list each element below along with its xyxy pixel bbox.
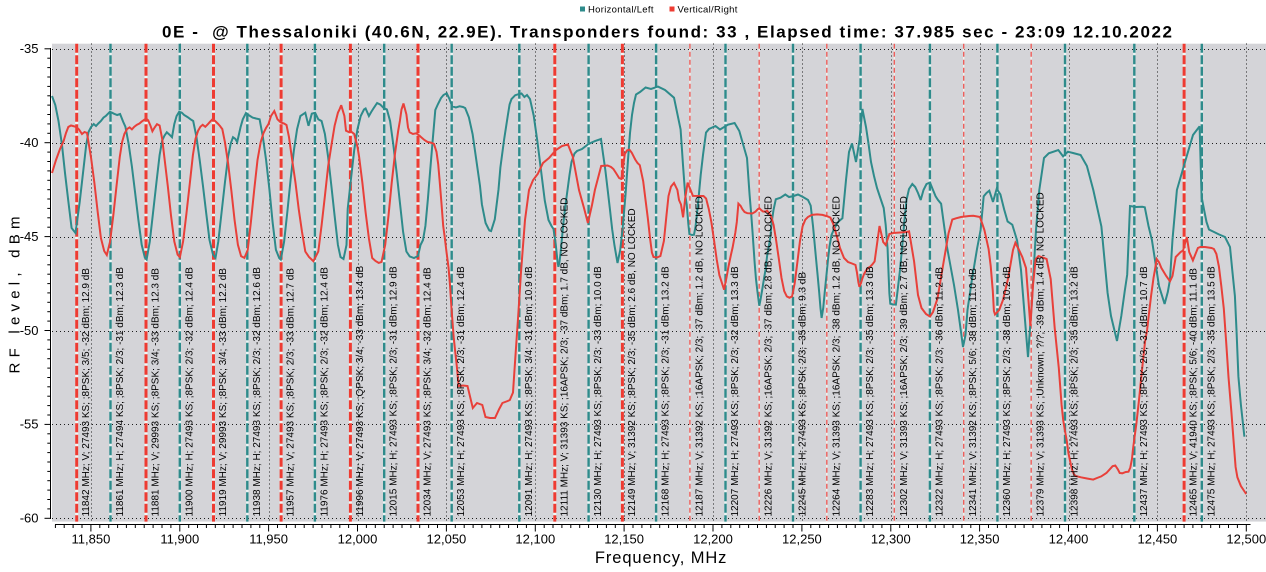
svg-text:11,850: 11,850 [72,532,111,547]
svg-text:Vertical/Right: Vertical/Right [678,4,738,15]
svg-text:12341 MHz; V; 31392 KS; ;8PSK;: 12341 MHz; V; 31392 KS; ;8PSK; 5/6; -38 … [968,268,979,517]
svg-text:12360 MHz; H; 27493 KS; ;8PSK;: 12360 MHz; H; 27493 KS; ;8PSK; 2/3; -38 … [1002,266,1013,516]
svg-text:-55: -55 [20,417,39,432]
svg-text:-50: -50 [20,323,39,338]
svg-text:11957 MHz; V; 27493 KS; ;8PSK;: 11957 MHz; V; 27493 KS; ;8PSK; 2/3; -33 … [286,268,297,517]
svg-text:12,500: 12,500 [1226,532,1266,547]
svg-text:12,350: 12,350 [960,532,1000,547]
svg-text:11842 MHz; V; 27493 KS; ;8PSK;: 11842 MHz; V; 27493 KS; ;8PSK; 3/5; -32 … [81,268,92,517]
svg-text:12322 MHz; H; 27493 KS; ;8PSK;: 12322 MHz; H; 27493 KS; ;8PSK; 2/3; -36 … [934,267,945,517]
svg-text:12149 MHz; V; 31392 KS; ;8PSK;: 12149 MHz; V; 31392 KS; ;8PSK; 2/3; -35 … [627,208,638,516]
svg-text:12,100: 12,100 [515,532,555,547]
svg-text:12,450: 12,450 [1138,532,1178,547]
svg-text:11919 MHz; V; 29993 KS; ;8PSK;: 11919 MHz; V; 29993 KS; ;8PSK; 3/4; -33 … [218,268,229,517]
svg-text:11900 MHz; H; 27493 KS; ;8PSK;: 11900 MHz; H; 27493 KS; ;8PSK; 2/3; -32 … [184,267,195,517]
svg-text:12015 MHz; H; 27493 KS; ;8PSK;: 12015 MHz; H; 27493 KS; ;8PSK; 2/3; -31 … [389,266,400,516]
svg-text:11976 MHz; H; 27493 KS; ;8PSK;: 11976 MHz; H; 27493 KS; ;8PSK; 2/3; -32 … [319,267,330,517]
svg-text:12226 MHz; V; 31392 KS; ;16APS: 12226 MHz; V; 31392 KS; ;16APSK; 2/3; -3… [764,196,775,516]
svg-text:12283 MHz; H; 27493 KS; ;8PSK;: 12283 MHz; H; 27493 KS; ;8PSK; 2/3; -35 … [865,266,876,516]
svg-text:12,400: 12,400 [1049,532,1089,547]
svg-text:12053 MHz; H; 27493 KS; ;8PSK;: 12053 MHz; H; 27493 KS; ;8PSK; 2/3; -31 … [456,266,467,516]
svg-text:11881 MHz; V; 29993 KS; ;8PSK;: 11881 MHz; V; 29993 KS; ;8PSK; 3/4; -33 … [151,268,162,517]
svg-text:-45: -45 [20,229,39,244]
svg-text:12302 MHz; V; 31393 KS; ;16APS: 12302 MHz; V; 31393 KS; ;16APSK; 2/3; -3… [899,196,910,516]
svg-text:12437 MHz; H; 27493 KS; ;8PSK;: 12437 MHz; H; 27493 KS; ;8PSK; 2/3; -37 … [1139,266,1150,516]
svg-text:12034 MHz; V; 27493 KS; ;8PSK;: 12034 MHz; V; 27493 KS; ;8PSK; 3/4; -32 … [423,267,434,517]
svg-text:12,150: 12,150 [604,532,644,547]
svg-text:12207 MHz; H; 27493 KS; ;8PSK;: 12207 MHz; H; 27493 KS; ;8PSK; 2/3; -32 … [730,266,741,516]
svg-text:12111 MHz; V; 31393 KS; ;16APS: 12111 MHz; V; 31393 KS; ;16APSK; 2/3; -3… [559,198,570,517]
svg-text:-35: -35 [20,41,39,56]
svg-text:-60: -60 [20,511,39,526]
svg-text:12245 MHz; H; 27493 KS; ;8PSK;: 12245 MHz; H; 27493 KS; ;8PSK; 2/3; -35 … [798,272,809,517]
svg-text:12475 MHz; H; 27493 KS; ;8PSK;: 12475 MHz; H; 27493 KS; ;8PSK; 2/3; -35 … [1206,266,1217,516]
svg-text:12130 MHz; H; 27493 KS; ;8PSK;: 12130 MHz; H; 27493 KS; ;8PSK; 2/3; -33 … [593,266,604,516]
svg-text:12,050: 12,050 [427,532,467,547]
svg-text:-40: -40 [20,135,39,150]
svg-text:12465 MHz; V; 41940 KS; ;8PSK;: 12465 MHz; V; 41940 KS; ;8PSK; 5/6; -40 … [1189,268,1200,517]
svg-text:11996 MHz; V; 27493 KS; ;QPSK;: 11996 MHz; V; 27493 KS; ;QPSK; 3/4; -33 … [355,265,366,516]
svg-text:11,900: 11,900 [160,532,199,547]
svg-text:RF level, dBm: RF level, dBm [7,217,24,374]
svg-text:12,250: 12,250 [782,532,822,547]
svg-text:11,950: 11,950 [249,532,288,547]
svg-text:12,200: 12,200 [693,532,733,547]
svg-text:Horizontal/Left: Horizontal/Left [588,4,654,15]
svg-text:12,300: 12,300 [871,532,911,547]
svg-text:12187 MHz; V; 31392 KS; ;16APS: 12187 MHz; V; 31392 KS; ;16APSK; 2/3; -3… [694,196,705,516]
svg-text:Frequency, MHz: Frequency, MHz [595,549,727,567]
svg-text:11861 MHz; H; 27494 KS; ;8PSK;: 11861 MHz; H; 27494 KS; ;8PSK; 2/3; -31 … [115,267,126,517]
svg-text:12091 MHz; H; 27493 KS; ;8PSK;: 12091 MHz; H; 27493 KS; ;8PSK; 3/4; -31 … [524,266,535,516]
svg-text:12264 MHz; V; 31393 KS; ;16APS: 12264 MHz; V; 31393 KS; ;16APSK; 2/3; -3… [831,196,842,516]
svg-text:12,000: 12,000 [338,532,378,547]
svg-text:0E - @ Thessaloniki (40.6N, 2: 0E - @ Thessaloniki (40.6N, 22.9E). Tran… [162,23,1172,42]
svg-text:11938 MHz; H; 27493 KS; ;8PSK;: 11938 MHz; H; 27493 KS; ;8PSK; 2/3; -32 … [252,267,263,517]
svg-text:12379 MHz; V; 31393 KS; ;Unkno: 12379 MHz; V; 31393 KS; ;Unknown; ?/?; -… [1036,192,1047,516]
svg-text:12398 MHz; H; 27493 KS; ;8PSK;: 12398 MHz; H; 27493 KS; ;8PSK; 2/3; -35 … [1070,266,1081,516]
svg-text:12168 MHz; H; 27493 KS; ;8PSK;: 12168 MHz; H; 27493 KS; ;8PSK; 2/3; -31 … [661,266,672,516]
